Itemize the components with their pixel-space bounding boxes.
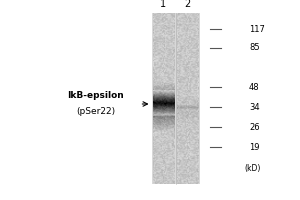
- Text: 34: 34: [249, 102, 260, 112]
- Bar: [177, 13, 198, 184]
- Bar: [152, 13, 200, 184]
- Text: (kD): (kD): [244, 164, 261, 172]
- Text: 48: 48: [249, 83, 260, 92]
- Text: 2: 2: [184, 0, 190, 9]
- Text: IkB-epsilon: IkB-epsilon: [68, 90, 124, 99]
- Text: 85: 85: [249, 44, 260, 52]
- Text: 117: 117: [249, 24, 265, 33]
- Text: 19: 19: [249, 142, 260, 152]
- Text: (pSer22): (pSer22): [76, 108, 116, 116]
- Text: 26: 26: [249, 122, 260, 132]
- Text: 1: 1: [160, 0, 166, 9]
- Bar: [153, 13, 174, 184]
